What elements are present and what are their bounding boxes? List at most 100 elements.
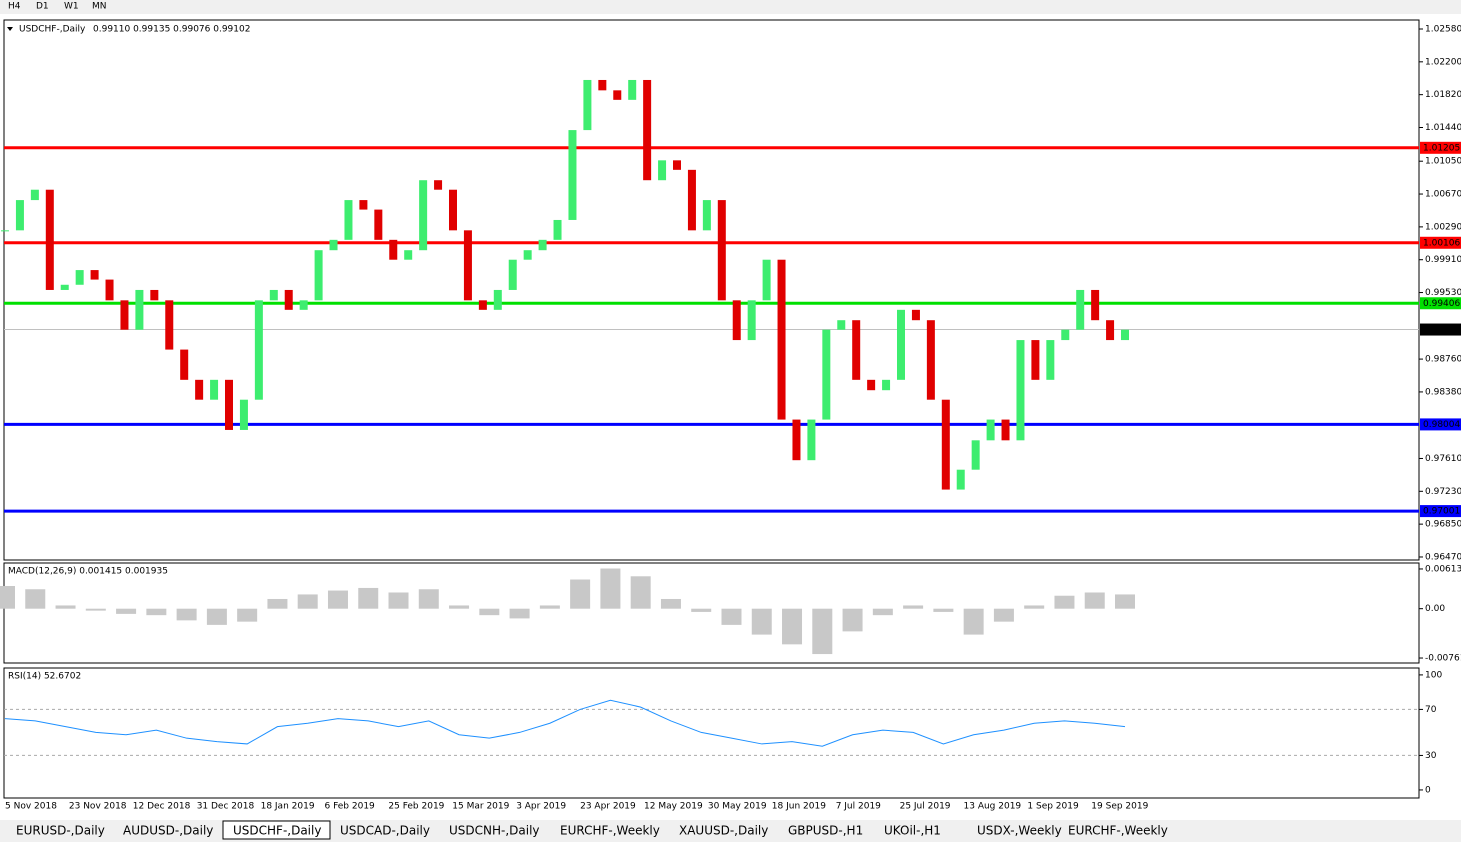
macd-bar [206,608,227,625]
candle [687,169,696,231]
candle [553,219,562,240]
macd-bar [327,590,348,609]
level-label: 1.01205 [1423,143,1460,153]
date-label: 25 Jul 2019 [900,802,951,812]
y-tick-label: 70 [1425,705,1437,715]
date-label: 5 Nov 2018 [5,802,57,812]
candle [658,160,667,181]
y-tick-label: 0.98380 [1425,387,1461,397]
macd-bar [479,608,500,616]
candle [45,189,54,290]
macd-bar [691,608,712,612]
candle [882,379,891,391]
date-label: 23 Nov 2018 [69,802,127,812]
candle [284,289,293,310]
tab[interactable]: USDCAD-,Daily [340,824,430,838]
candle [75,270,84,285]
macd-bar [660,598,681,609]
macd-bar [1024,605,1045,609]
candle [852,320,861,380]
timeframe[interactable]: W1 [64,2,79,12]
tab[interactable]: UKOil-,H1 [884,824,941,838]
active-tab [222,820,331,840]
current-label: 0.99102 [1423,325,1460,335]
y-tick-label: 100 [1425,670,1442,680]
level-label: 0.99406 [1423,299,1460,309]
candle [628,79,637,100]
candle [299,300,308,310]
tab[interactable]: USDX-,Weekly [977,824,1062,838]
date-label: 19 Sep 2019 [1091,802,1148,812]
y-tick-label: 0.99530 [1425,288,1461,298]
candle [702,200,711,231]
candle [762,259,771,301]
y-tick-label: 1.02200 [1425,57,1461,67]
candle [463,230,472,301]
tab[interactable]: AUDUSD-,Daily [123,824,213,838]
tab[interactable]: GBPUSD-,H1 [788,824,863,838]
candle [897,309,905,380]
candle [90,270,99,280]
macd-bar [1084,592,1105,609]
date-label: 12 May 2019 [644,802,703,812]
candle [1106,320,1115,341]
tab[interactable]: EURCHF-,Weekly [1068,824,1168,838]
level-tag [1420,236,1461,249]
candle [508,259,517,290]
timeframe[interactable]: MN [92,2,107,12]
candle [269,289,278,301]
tab[interactable]: EURUSD-,Daily [16,824,105,838]
date-label: 25 Feb 2019 [388,802,444,812]
macd-bar [509,608,530,619]
tab[interactable]: USDCNH-,Daily [449,824,540,838]
macd-bar [449,605,470,609]
candle [643,79,652,181]
y-tick-label: 0.97230 [1425,487,1461,497]
ohlc: 0.99110 0.99135 0.99076 0.99102 [93,25,250,35]
macd-bar [751,608,772,635]
macd-bar [993,608,1014,622]
timeframe[interactable]: D1 [36,2,49,12]
candle [792,419,801,461]
date-label: 18 Jan 2019 [261,802,315,812]
y-tick-label: 0.00 [1425,604,1445,614]
tab[interactable]: EURCHF-,Weekly [560,824,660,838]
current-tag [1420,323,1461,336]
level-tag [1420,418,1461,431]
candle [673,160,681,170]
candle [583,79,592,131]
candle [538,239,547,251]
date-label: 3 Apr 2019 [516,802,566,812]
candle [1061,329,1070,341]
tab[interactable]: XAUUSD-,Daily [679,824,768,838]
candle [956,469,965,490]
symbol: USDCHF-,Daily [19,25,86,35]
macd-bar [85,608,106,611]
date-label: 1 Sep 2019 [1027,802,1079,812]
candle [419,180,428,251]
y-tick-label: 1.00670 [1425,190,1461,200]
level-label: 0.98004 [1423,420,1460,430]
candle [344,200,353,240]
candle [329,239,338,251]
macd-bar [963,608,984,635]
candle [195,379,204,400]
date-label: 23 Apr 2019 [580,802,636,812]
macd-bar [903,605,924,609]
candle [777,259,786,420]
y-tick-label: 1.01050 [1425,157,1461,167]
tab[interactable]: USDCHF-,Daily [233,824,321,838]
macd-bar [297,594,318,609]
candle [165,300,174,350]
date-label: 30 May 2019 [708,802,767,812]
y-tick-label: 0.99910 [1425,255,1461,265]
candle [120,300,129,330]
timeframe[interactable]: H4 [8,2,21,12]
macd-bar [600,568,621,609]
macd-bar [539,605,560,609]
y-tick-label: 0.96850 [1425,520,1461,530]
candle [598,79,607,91]
macd-bar [55,605,76,609]
rsi-line [4,699,1126,747]
candle [30,189,39,201]
